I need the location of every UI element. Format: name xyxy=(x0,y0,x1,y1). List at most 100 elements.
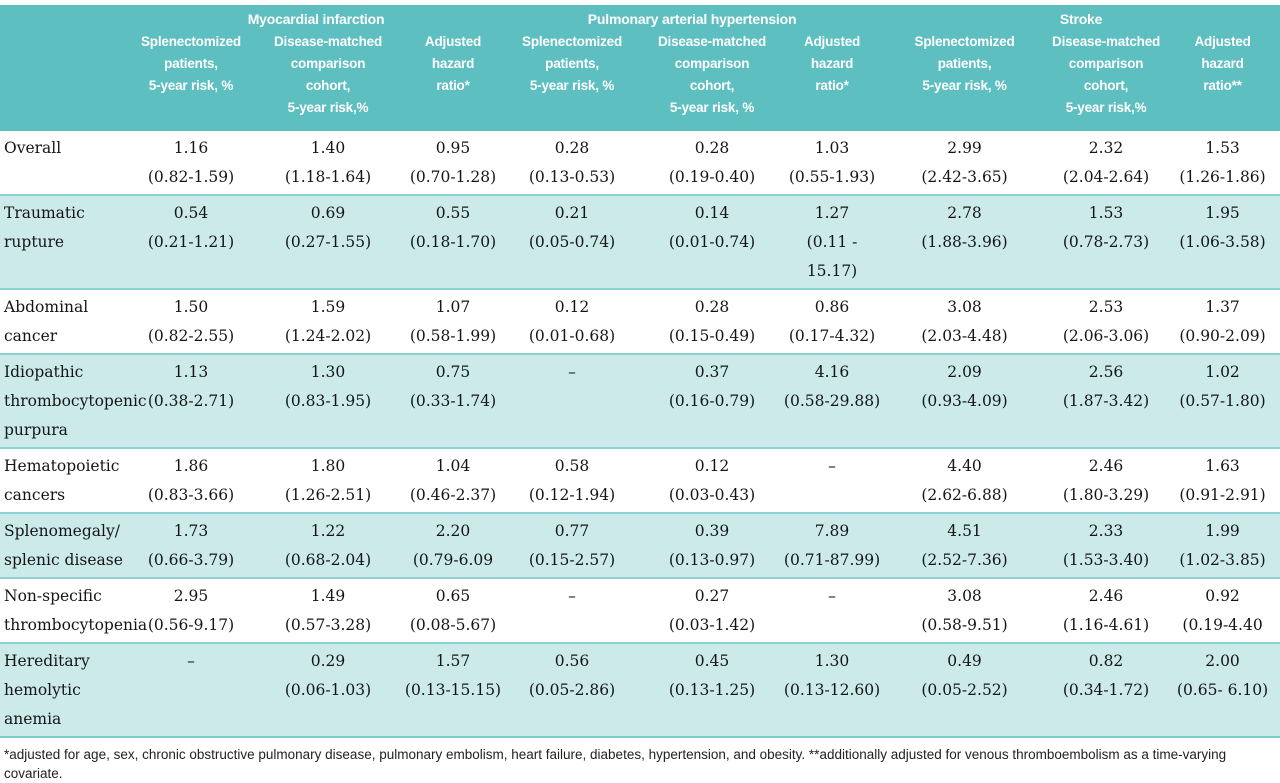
group-header-myocardial-infarction: Myocardial infarction xyxy=(130,5,503,31)
group-header-row: Myocardial infarction Pulmonary arterial… xyxy=(0,5,1280,31)
value-cell: 0.55 (0.18-1.70) xyxy=(404,195,502,289)
value-cell: 0.58 (0.12-1.94) xyxy=(502,448,642,513)
point-estimate: 1.49 xyxy=(310,587,346,605)
value-cell: 0.29 (0.06-1.03) xyxy=(252,643,404,737)
confidence-interval: (0.13-0.53) xyxy=(528,168,616,186)
confidence-interval: (0.58-9.51) xyxy=(921,616,1008,634)
confidence-interval: (1.26-2.51) xyxy=(284,486,372,504)
confidence-interval: (0.66-3.79) xyxy=(147,551,235,569)
point-estimate: 4.16 xyxy=(814,363,850,381)
value-cell: 4.16 (0.58-29.88) xyxy=(782,354,882,448)
value-cell: 0.28 (0.19-0.40) xyxy=(642,131,782,195)
value-cell: 1.63 (0.91-2.91) xyxy=(1165,448,1280,513)
value-cell: 0.82 (0.34-1.72) xyxy=(1047,643,1165,737)
confidence-interval: (0.65- 6.10) xyxy=(1176,681,1269,699)
point-estimate: 0.54 xyxy=(173,204,209,222)
corner-cell xyxy=(0,31,130,131)
point-estimate: 0.39 xyxy=(694,522,730,540)
point-estimate: 2.78 xyxy=(947,204,982,222)
point-estimate: 0.12 xyxy=(694,457,730,475)
row-label: Hematopoietic cancers xyxy=(4,457,120,504)
point-estimate: 1.99 xyxy=(1205,522,1240,540)
point-estimate: 1.22 xyxy=(310,522,346,540)
point-estimate: 1.27 xyxy=(814,204,850,222)
confidence-interval: (0.08-5.67) xyxy=(409,616,497,634)
value-cell: 4.51 (2.52-7.36) xyxy=(882,513,1047,578)
point-estimate: 1.37 xyxy=(1205,298,1240,316)
confidence-interval: (0.19-0.40) xyxy=(668,168,756,186)
point-estimate: 0.45 xyxy=(694,652,730,670)
point-estimate: 1.86 xyxy=(173,457,209,475)
value-cell: 1.04 (0.46-2.37) xyxy=(404,448,502,513)
confidence-interval: (0.83-1.95) xyxy=(284,392,372,410)
value-cell: 1.86 (0.83-3.66) xyxy=(130,448,252,513)
table-row: Traumatic rupture 0.54 (0.21-1.21) 0.69 (0.2… xyxy=(0,195,1280,289)
point-estimate: 1.63 xyxy=(1205,457,1240,475)
value-cell: 1.27 (0.11 - 15.17) xyxy=(782,195,882,289)
confidence-interval: (0.17-4.32) xyxy=(788,327,876,345)
confidence-interval: (0.11 - 15.17) xyxy=(806,233,858,280)
value-cell: 1.37 (0.90-2.09) xyxy=(1165,289,1280,354)
confidence-interval: (1.53-3.40) xyxy=(1062,551,1150,569)
value-cell: 1.50 (0.82-2.55) xyxy=(130,289,252,354)
value-cell: 2.99 (2.42-3.65) xyxy=(882,131,1047,195)
column-header: Splenectomized patients, 5-year risk, % xyxy=(502,31,643,131)
point-estimate: 7.89 xyxy=(814,522,850,540)
row-label: Splenomegaly/ splenic disease xyxy=(4,522,123,569)
point-estimate: 1.57 xyxy=(435,652,471,670)
value-cell: 2.53 (2.06-3.06) xyxy=(1047,289,1165,354)
point-estimate: 4.51 xyxy=(947,522,982,540)
confidence-interval: (0.58-1.99) xyxy=(409,327,497,345)
point-estimate: 0.37 xyxy=(694,363,730,381)
confidence-interval: (0.46-2.37) xyxy=(409,486,497,504)
value-cell: 0.54 (0.21-1.21) xyxy=(130,195,252,289)
value-cell: 0.28 (0.15-0.49) xyxy=(642,289,782,354)
value-cell: 0.14 (0.01-0.74) xyxy=(642,195,782,289)
confidence-interval: (0.55-1.93) xyxy=(788,168,876,186)
confidence-interval: (0.05-2.86) xyxy=(528,681,616,699)
confidence-interval: (0.90-2.09) xyxy=(1179,327,1266,345)
value-cell: 0.37 (0.16-0.79) xyxy=(642,354,782,448)
column-header: Disease-matched comparison cohort, 5-yea… xyxy=(252,31,404,131)
point-estimate: 0.82 xyxy=(1088,652,1124,670)
value-cell: 0.12 (0.01-0.68) xyxy=(502,289,642,354)
value-cell: 1.95 (1.06-3.58) xyxy=(1165,195,1280,289)
point-estimate: 1.16 xyxy=(173,139,209,157)
confidence-interval: (0.03-0.43) xyxy=(668,486,756,504)
confidence-interval: (1.02-3.85) xyxy=(1179,551,1266,569)
value-cell: 3.08 (0.58-9.51) xyxy=(882,578,1047,643)
confidence-interval: (2.62-6.88) xyxy=(921,486,1008,504)
point-estimate: – xyxy=(187,652,195,670)
point-estimate: 1.53 xyxy=(1205,139,1240,157)
column-header: Adjusted hazard ratio* xyxy=(404,31,503,131)
confidence-interval: (2.03-4.48) xyxy=(921,327,1008,345)
point-estimate: 1.50 xyxy=(173,298,209,316)
value-cell: 0.95 (0.70-1.28) xyxy=(404,131,502,195)
value-cell: 3.08 (2.03-4.48) xyxy=(882,289,1047,354)
value-cell: 0.39 (0.13-0.97) xyxy=(642,513,782,578)
point-estimate: 0.58 xyxy=(554,457,590,475)
confidence-interval: (1.18-1.64) xyxy=(284,168,372,186)
confidence-interval: (0.33-1.74) xyxy=(409,392,497,410)
column-header: Adjusted hazard ratio** xyxy=(1165,31,1280,131)
value-cell: 2.32 (2.04-2.64) xyxy=(1047,131,1165,195)
value-cell: 0.28 (0.13-0.53) xyxy=(502,131,642,195)
point-estimate: 0.75 xyxy=(435,363,471,381)
point-estimate: – xyxy=(828,587,836,605)
value-cell: 0.65 (0.08-5.67) xyxy=(404,578,502,643)
point-estimate: – xyxy=(568,587,576,605)
point-estimate: 0.92 xyxy=(1205,587,1240,605)
value-cell: 0.21 (0.05-0.74) xyxy=(502,195,642,289)
confidence-interval: (1.16-4.61) xyxy=(1062,616,1150,634)
point-estimate: 1.07 xyxy=(435,298,471,316)
table-row: Hematopoietic cancers 1.86 (0.83-3.66) 1.80… xyxy=(0,448,1280,513)
column-header: Disease-matched comparison cohort, 5-yea… xyxy=(642,31,783,131)
point-estimate: 2.46 xyxy=(1088,457,1124,475)
row-label: Idiopathic thrombocytopenic purpura xyxy=(4,363,147,439)
value-cell: 2.56 (1.87-3.42) xyxy=(1047,354,1165,448)
confidence-interval: (0.13-12.60) xyxy=(783,681,881,699)
point-estimate: 0.49 xyxy=(947,652,982,670)
value-cell: – xyxy=(502,354,642,448)
value-cell: 0.92 (0.19-4.40 xyxy=(1165,578,1280,643)
point-estimate: 1.80 xyxy=(310,457,346,475)
